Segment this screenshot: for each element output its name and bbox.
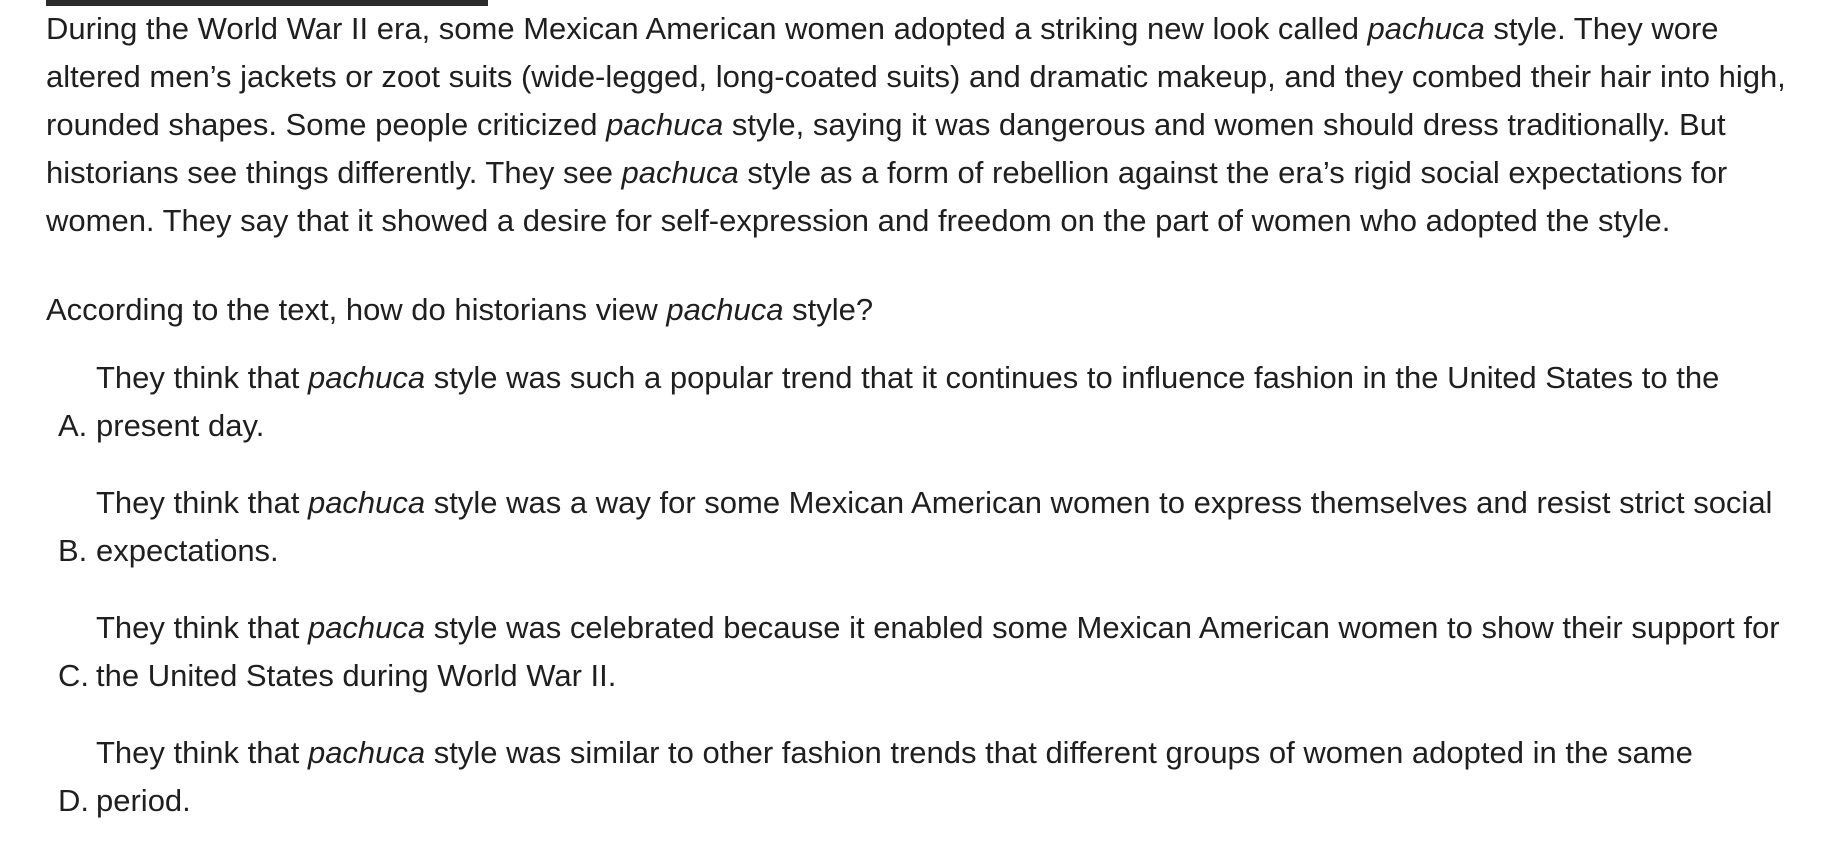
choice-text-segment: They think that — [96, 360, 308, 395]
choice-letter: D. — [58, 783, 89, 818]
passage-text: style as a form of rebellion against the… — [46, 155, 1728, 238]
top-divider-bar — [46, 0, 488, 6]
choice-text: They think that pachuca style was a way … — [96, 479, 1796, 575]
passage-text: During the World War II era, some Mexica… — [46, 11, 1368, 46]
passage-term: pachuca — [621, 155, 739, 190]
choice-text-segment: style was similar to other fashion trend… — [96, 735, 1693, 818]
answer-choice-c[interactable]: C. They think that pachuca style was cel… — [0, 604, 1836, 729]
passage-term: pachuca — [1367, 11, 1485, 46]
question-term: pachuca — [666, 292, 784, 327]
choice-letter: A. — [58, 408, 88, 443]
answer-choice-d[interactable]: D. They think that pachuca style was sim… — [0, 729, 1836, 854]
answer-choice-b[interactable]: B. They think that pachuca style was a w… — [0, 479, 1836, 604]
choice-text-segment: style was celebrated because it enabled … — [96, 610, 1780, 693]
choice-letter: C. — [58, 658, 89, 693]
choice-term: pachuca — [307, 735, 426, 770]
passage-term: pachuca — [606, 107, 724, 142]
question-text: style? — [783, 292, 874, 327]
answer-choices: A. They think that pachuca style was suc… — [0, 354, 1836, 854]
choice-text-segment: They think that — [96, 610, 308, 645]
reading-passage: During the World War II era, some Mexica… — [46, 5, 1796, 245]
choice-text: They think that pachuca style was celebr… — [96, 604, 1796, 700]
answer-choice-a[interactable]: A. They think that pachuca style was suc… — [0, 354, 1836, 479]
choice-letter: B. — [58, 533, 88, 568]
choice-text-segment: They think that — [96, 735, 308, 770]
choice-term: pachuca — [307, 360, 426, 395]
choice-term: pachuca — [307, 485, 426, 520]
choice-term: pachuca — [307, 610, 426, 645]
passage-text: style, saying it was dangerous and women… — [46, 107, 1726, 190]
choice-text: They think that pachuca style was such a… — [96, 354, 1796, 450]
choice-text: They think that pachuca style was simila… — [96, 729, 1796, 825]
question-prompt: According to the text, how do historians… — [46, 286, 1796, 334]
choice-text-segment: style was a way for some Mexican America… — [96, 485, 1773, 568]
question-text: According to the text, how do historians… — [46, 292, 667, 327]
choice-text-segment: They think that — [96, 485, 308, 520]
choice-text-segment: style was such a popular trend that it c… — [96, 360, 1720, 443]
passage-text: style. They wore altered men’s jackets o… — [46, 11, 1786, 142]
